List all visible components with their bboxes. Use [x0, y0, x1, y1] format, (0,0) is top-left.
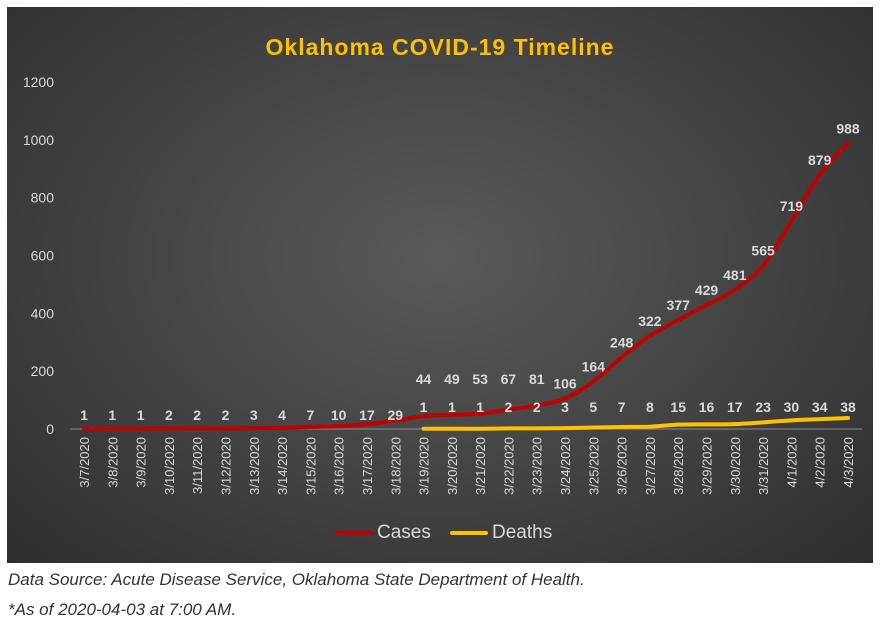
cases-data-label: 1: [108, 407, 116, 423]
deaths-data-label: 15: [670, 399, 686, 415]
cases-data-label: 164: [582, 359, 606, 375]
x-tick-label: 3/31/2020: [756, 437, 771, 495]
deaths-data-label: 23: [755, 399, 771, 415]
deaths-data-label: 34: [812, 399, 828, 415]
y-tick-label: 600: [31, 248, 55, 264]
deaths-data-label: 16: [699, 399, 715, 415]
deaths-data-label: 7: [618, 399, 626, 415]
cases-data-label: 29: [387, 407, 403, 423]
legend-label-cases: Cases: [377, 522, 431, 543]
y-tick-label: 200: [31, 363, 55, 379]
deaths-data-label: 8: [646, 399, 654, 415]
cases-data-label: 17: [359, 407, 375, 423]
cases-data-label: 3: [250, 407, 258, 423]
x-tick-label: 4/3/2020: [841, 437, 856, 488]
cases-data-label: 248: [610, 334, 634, 350]
chart-title: Oklahoma COVID-19 Timeline: [265, 34, 615, 60]
legend-item-deaths: Deaths: [450, 522, 552, 544]
x-tick-label: 3/15/2020: [303, 437, 318, 495]
x-tick-label: 3/21/2020: [473, 437, 488, 495]
cases-data-label: 67: [501, 371, 517, 387]
x-tick-label: 3/28/2020: [671, 437, 686, 495]
deaths-data-label: 17: [727, 399, 743, 415]
cases-data-label: 4: [278, 407, 286, 423]
deaths-data-label: 38: [840, 399, 856, 415]
deaths-data-label: 2: [533, 399, 541, 415]
cases-data-label: 988: [836, 120, 860, 136]
x-tick-label: 3/10/2020: [162, 437, 177, 495]
as-of-note: *As of 2020-04-03 at 7:00 AM.: [8, 600, 237, 619]
x-tick-label: 3/26/2020: [615, 437, 630, 495]
cases-data-label: 49: [444, 371, 460, 387]
x-tick-label: 3/13/2020: [247, 437, 262, 495]
x-tick-label: 3/27/2020: [643, 437, 658, 495]
x-tick-label: 4/1/2020: [784, 437, 799, 488]
chart-plot: 0 200 400 600 800 1000 1200 3/7/2020 3/8/2020 3/9…: [23, 74, 862, 495]
cases-data-label: 429: [695, 282, 719, 298]
deaths-series-line: [421, 416, 850, 431]
deaths-data-label: 2: [505, 399, 513, 415]
cases-data-label: 1: [80, 407, 88, 423]
cases-data-label: 2: [165, 407, 173, 423]
data-source-note: Data Source: Acute Disease Service, Okla…: [8, 570, 585, 589]
cases-data-label: 565: [751, 243, 775, 259]
deaths-data-label: 1: [476, 399, 484, 415]
x-tick-label: 3/24/2020: [558, 437, 573, 495]
y-tick-label: 800: [31, 190, 55, 206]
cases-data-label: 322: [638, 313, 662, 329]
x-tick-label: 3/8/2020: [105, 437, 120, 488]
deaths-data-label: 30: [784, 399, 800, 415]
cases-data-label: 44: [416, 371, 432, 387]
y-tick-label: 1200: [23, 74, 54, 90]
deaths-data-label: 5: [589, 399, 597, 415]
cases-data-label: 81: [529, 371, 545, 387]
y-tick-label: 0: [46, 421, 54, 437]
x-tick-label: 3/17/2020: [360, 437, 375, 495]
legend-swatch-deaths: [450, 531, 488, 535]
x-tick-label: 3/16/2020: [332, 437, 347, 495]
x-tick-label: 3/22/2020: [501, 437, 516, 495]
y-tick-label: 400: [31, 305, 55, 321]
cases-data-label: 1: [137, 407, 145, 423]
cases-data-label: 106: [553, 375, 577, 391]
legend-swatch-cases: [335, 531, 373, 535]
x-tick-label: 3/30/2020: [728, 437, 743, 495]
x-tick-label: 3/18/2020: [388, 437, 403, 495]
cases-data-label: 719: [780, 198, 804, 214]
x-tick-label: 3/14/2020: [275, 437, 290, 495]
y-tick-label: 1000: [23, 132, 54, 148]
cases-data-label: 879: [808, 152, 832, 168]
x-tick-label: 3/20/2020: [445, 437, 460, 495]
x-tick-label: 3/19/2020: [417, 437, 432, 495]
cases-series-line: [82, 141, 850, 431]
cases-data-label: 10: [331, 407, 347, 423]
x-tick-label: 3/7/2020: [77, 437, 92, 488]
x-tick-label: 4/2/2020: [813, 437, 828, 488]
chart-panel: 0 200 400 600 800 1000 1200 3/7/2020 3/8/2020 3/9…: [7, 7, 873, 563]
legend-label-deaths: Deaths: [492, 522, 553, 543]
cases-data-label: 53: [472, 371, 488, 387]
cases-data-label: 377: [667, 297, 691, 313]
cases-data-label: 2: [193, 407, 201, 423]
x-tick-label: 3/23/2020: [530, 437, 545, 495]
x-tick-label: 3/11/2020: [190, 437, 205, 494]
x-tick-label: 3/29/2020: [700, 437, 715, 495]
deaths-data-label: 3: [561, 399, 569, 415]
legend-item-cases: Cases: [335, 522, 431, 544]
cases-data-label: 481: [723, 267, 747, 283]
x-tick-label: 3/9/2020: [134, 437, 149, 488]
deaths-data-label: 1: [448, 399, 456, 415]
deaths-data-label: 1: [420, 399, 428, 415]
cases-data-label: 2: [222, 407, 230, 423]
cases-data-label: 7: [306, 407, 314, 423]
x-tick-label: 3/12/2020: [218, 437, 233, 495]
x-tick-label: 3/25/2020: [586, 437, 601, 495]
